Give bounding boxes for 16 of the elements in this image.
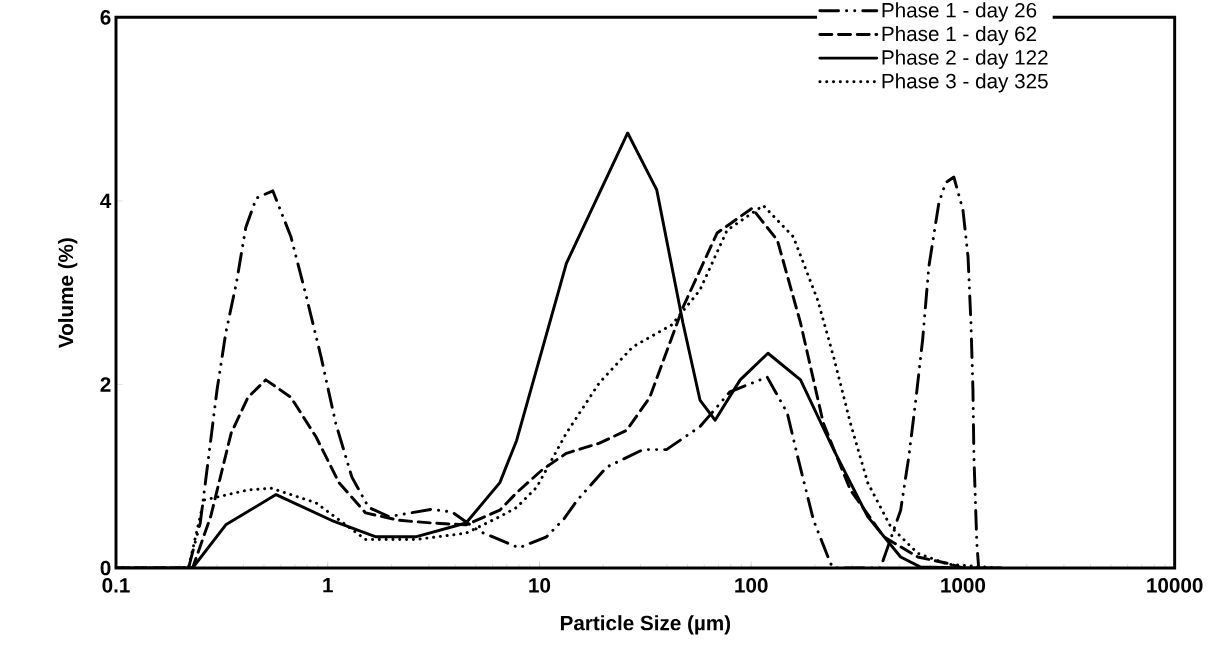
- x-tick-label: 10: [529, 578, 551, 593]
- legend-label: Phase 1 - day 62: [882, 25, 1037, 46]
- legend-label: Phase 1 - day 26: [882, 2, 1037, 22]
- legend-label: Phase 2 - day 122: [882, 49, 1048, 69]
- y-tick-label: 6: [100, 10, 111, 25]
- x-tick-label: 0.1: [102, 578, 130, 593]
- y-tick-label: 4: [100, 193, 112, 208]
- x-axis-title: Particle Size (µm): [560, 615, 731, 635]
- y-tick-label: 2: [100, 377, 111, 392]
- x-tick-label: 1000: [941, 578, 986, 593]
- x-tick-label: 1: [323, 578, 333, 593]
- x-tick-label: 10000: [1147, 578, 1203, 593]
- x-tick-label: 100: [735, 578, 768, 593]
- legend-label: Phase 3 - day 325: [882, 73, 1048, 93]
- y-axis-title: Volume (%): [58, 238, 78, 349]
- y-tick-label: 0: [100, 560, 111, 576]
